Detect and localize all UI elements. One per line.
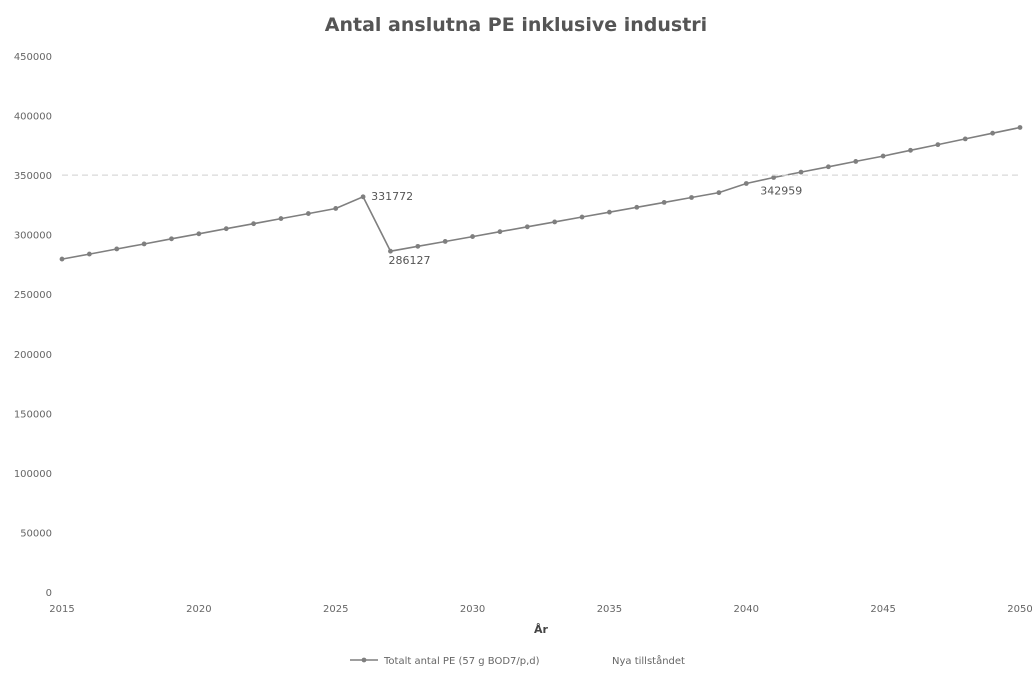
data-point (908, 147, 913, 153)
data-point (196, 231, 202, 237)
y-tick-label: 0 (46, 588, 52, 599)
y-tick-label: 300000 (14, 231, 52, 242)
y-tick-label: 350000 (14, 171, 52, 182)
data-point (278, 216, 284, 221)
data-point (114, 246, 120, 252)
data-point (415, 243, 421, 249)
data-point (607, 209, 612, 215)
data-point (470, 234, 475, 239)
data-point (743, 181, 749, 186)
x-tick-label: 2025 (323, 604, 348, 615)
y-tick-label: 150000 (14, 409, 52, 420)
y-tick-label: 100000 (14, 469, 52, 480)
x-tick-label: 2015 (49, 604, 74, 615)
data-point (497, 229, 503, 235)
data-point (826, 164, 831, 170)
y-tick-label: 50000 (20, 528, 52, 539)
x-tick-label: 2030 (460, 604, 485, 615)
chart-title: Antal anslutna PE inklusive industri (324, 14, 708, 36)
data-point (59, 256, 65, 262)
data-point (935, 142, 941, 148)
data-point (990, 130, 996, 136)
y-tick-label: 400000 (14, 112, 52, 123)
data-point (552, 219, 558, 225)
data-point (223, 226, 229, 232)
series-line-totalt-antal-pe (61, 126, 1021, 260)
data-point (251, 221, 256, 227)
legend-marker-totalt (361, 657, 367, 663)
data-point (305, 211, 311, 216)
legend-label-totalt: Totalt antal PE (57 g BOD7/p,d) (383, 656, 540, 667)
data-point (524, 224, 530, 230)
data-point (579, 214, 585, 220)
data-label: 331772 (371, 190, 413, 203)
data-point (634, 204, 640, 210)
data-point (716, 190, 722, 196)
data-point (771, 175, 777, 180)
x-tick-label: 2045 (870, 604, 895, 615)
data-point (1017, 125, 1023, 130)
x-tick-label: 2035 (597, 604, 622, 615)
data-point (442, 239, 448, 244)
y-tick-label: 250000 (14, 290, 52, 301)
data-point (333, 206, 339, 211)
data-point (880, 153, 886, 159)
data-point (360, 194, 366, 200)
x-tick-label: 2050 (1007, 604, 1032, 615)
data-point (388, 248, 393, 254)
x-tick-label: 2020 (186, 604, 211, 615)
data-point (853, 159, 859, 164)
legend-label-nya-tillstandet: Nya tillståndet (612, 654, 685, 667)
data-point (962, 136, 968, 142)
data-point (169, 236, 174, 242)
data-label: 286127 (388, 254, 430, 267)
data-point (86, 251, 92, 257)
data-point (689, 195, 694, 200)
x-axis-label: År (534, 623, 549, 636)
data-label: 342959 (760, 184, 802, 197)
y-tick-label: 200000 (14, 350, 52, 361)
data-point (798, 169, 804, 175)
data-point (141, 241, 147, 247)
y-tick-label: 450000 (14, 52, 52, 63)
x-tick-label: 2040 (734, 604, 759, 615)
data-point (661, 199, 667, 205)
